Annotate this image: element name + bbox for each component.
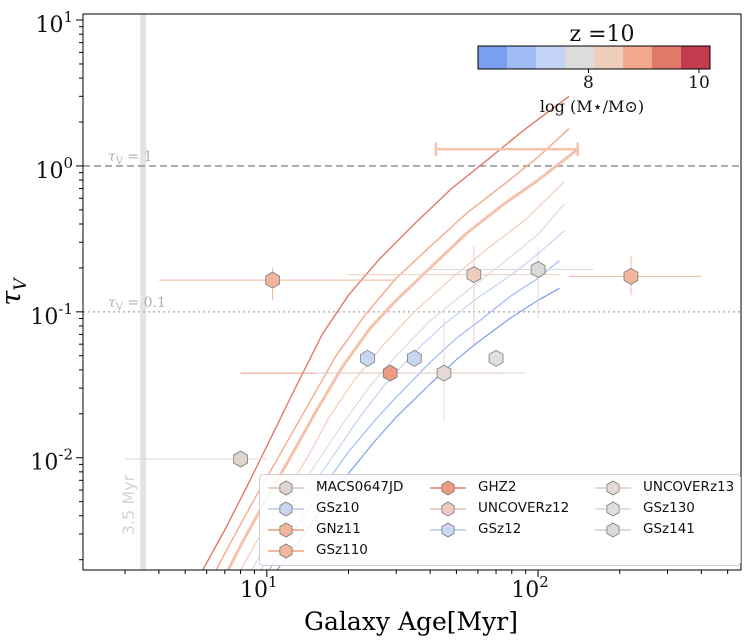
legend-label: GSz12 (478, 521, 522, 537)
colorbar-segment (594, 46, 624, 69)
colorbar-segment (478, 46, 508, 69)
point-MACS0647JD (233, 450, 248, 468)
y-tick-label: 101 (35, 8, 73, 38)
legend: MACS0647JD GSz10 GNz11 GSz110 GHZ2 UNCOVERz12… (259, 474, 741, 566)
point-GSz110 (623, 267, 639, 285)
legend-label: GSz141 (643, 521, 695, 537)
colorbar-label: log (M⋆/M⊙) (540, 97, 644, 116)
y-tick-label: 10-2 (30, 446, 73, 476)
age-marker-label: 3.5 Myr (119, 474, 138, 535)
legend-marker-icon (441, 522, 455, 538)
legend-label: GNz11 (316, 521, 361, 537)
point-UNCOVERz13 (436, 364, 452, 382)
y-tick-label: 10-1 (30, 300, 73, 330)
legend-label: UNCOVERz12 (478, 500, 570, 516)
point-GSz130 (488, 349, 504, 367)
point-GSz141 (530, 261, 546, 278)
legend-marker-icon (279, 480, 293, 496)
legend-label: MACS0647JD (316, 479, 404, 495)
y-tick-label: 100 (35, 154, 73, 184)
x-tick-label: 101 (240, 573, 278, 603)
legend-marker-icon (441, 501, 455, 517)
x-tick-label: 102 (511, 573, 549, 603)
reference-label-0: τV = 1 (108, 149, 153, 167)
colorbar-segment (565, 46, 595, 69)
legend-label: GSz110 (316, 542, 368, 558)
legend-marker-icon (279, 543, 293, 559)
legend-marker-icon (606, 501, 620, 517)
legend-marker-icon (279, 522, 293, 538)
point-GNz11 (265, 271, 280, 289)
colorbar-segment (623, 46, 653, 69)
colorbar-title: z =10 (569, 22, 634, 47)
legend-label: GSz10 (316, 500, 360, 516)
legend-label: GSz130 (643, 500, 695, 516)
legend-marker-icon (606, 480, 620, 496)
reference-label-1: τV = 0.1 (108, 295, 166, 313)
point-GHZ2 (382, 364, 398, 382)
legend-label: GHZ2 (478, 479, 517, 495)
plot-frame (82, 13, 742, 571)
model-curve-7 (202, 95, 570, 570)
legend-label: UNCOVERz13 (643, 479, 735, 495)
x-axis-label: Galaxy Age[Myr] (304, 607, 518, 636)
legend-marker-icon (441, 480, 455, 496)
point-UNCOVERz12 (466, 266, 482, 284)
colorbar-segment (507, 46, 537, 69)
colorbar-segment (652, 46, 682, 69)
colorbar-tick-label: 10 (688, 73, 710, 93)
point-GSz10 (360, 349, 375, 367)
legend-marker-icon (279, 501, 293, 517)
colorbar-frame (477, 45, 711, 70)
model-curve-6 (215, 128, 570, 570)
colorbar-segment (681, 46, 711, 69)
legend-marker-icon (606, 522, 620, 538)
colorbar-tick-label: 8 (583, 73, 594, 93)
point-GSz12 (407, 349, 422, 367)
colorbar-segment (536, 46, 566, 69)
y-axis-label: τV (0, 277, 31, 306)
